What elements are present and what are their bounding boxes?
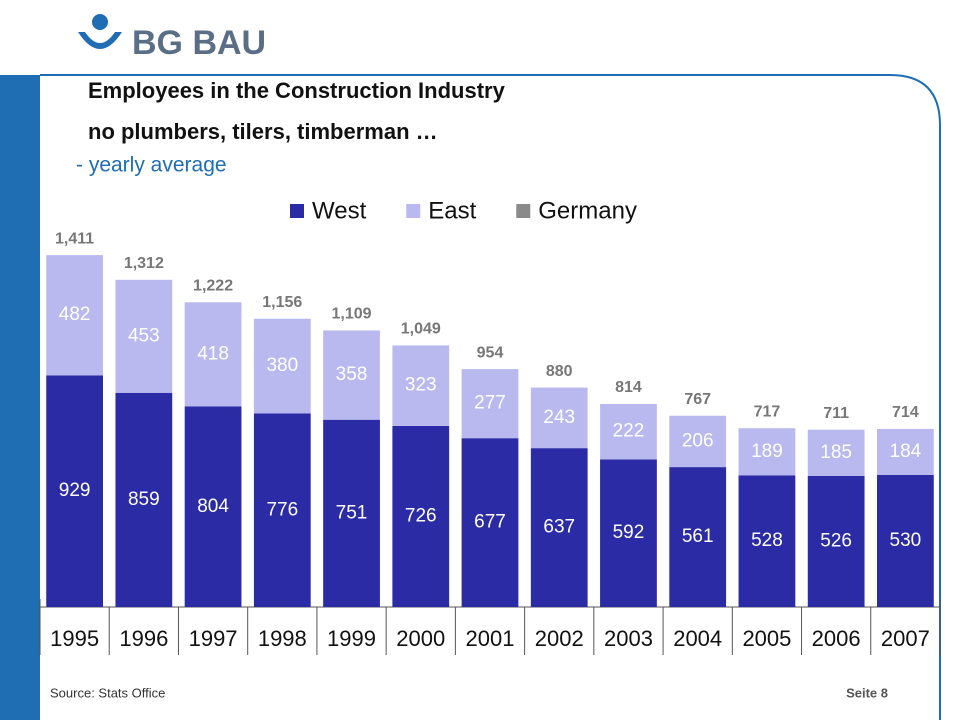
bar-segment	[184, 406, 242, 607]
bar-segment	[807, 429, 865, 476]
value-label: 453	[128, 325, 160, 346]
x-tick-label: 2007	[881, 626, 930, 651]
value-label: 243	[543, 407, 575, 428]
bar-segment	[669, 415, 727, 468]
bar-segment	[323, 419, 380, 607]
value-label: 184	[890, 441, 922, 462]
value-label: 418	[197, 343, 229, 364]
x-tick-label: 2005	[742, 626, 791, 651]
x-tick-label: 2000	[396, 626, 445, 651]
chart-title: Employees in the Construction Industry	[88, 78, 506, 103]
bar-segment	[530, 387, 588, 449]
x-tick-label: 1999	[327, 626, 376, 651]
x-tick-label: 1995	[50, 626, 99, 651]
total-label: 767	[684, 391, 711, 408]
legend-swatch	[406, 204, 421, 218]
value-label: 526	[820, 530, 852, 551]
logo-text: BG BAU	[132, 24, 266, 62]
legend-swatch	[290, 204, 304, 218]
x-tick-label: 2002	[535, 626, 584, 651]
bar-segment	[877, 474, 934, 607]
value-label: 637	[543, 517, 575, 538]
value-label: 751	[336, 502, 368, 523]
value-label: 482	[59, 304, 91, 325]
value-label: 189	[751, 441, 783, 462]
total-label: 1,049	[401, 321, 441, 338]
bar-segment	[115, 279, 173, 393]
bar-segment	[600, 404, 657, 460]
value-label: 358	[336, 364, 368, 385]
page-number: Seite 8	[846, 685, 888, 700]
legend-label: Germany	[538, 197, 637, 224]
chart-note: - yearly average	[76, 154, 227, 177]
bar-segment	[253, 318, 311, 414]
total-label: 1,411	[55, 230, 94, 247]
total-label: 714	[892, 404, 919, 421]
bar-segment	[184, 302, 242, 407]
side-stripe	[0, 75, 40, 720]
total-label: 1,222	[193, 277, 233, 294]
value-label: 561	[682, 526, 714, 547]
x-tick-label: 2001	[466, 626, 515, 651]
value-label: 929	[59, 480, 91, 501]
total-label: 717	[754, 403, 781, 420]
value-label: 206	[682, 430, 714, 451]
x-tick-label: 2006	[812, 626, 861, 651]
value-label: 726	[405, 505, 437, 526]
total-label: 1,156	[262, 294, 302, 311]
x-tick-label: 1998	[258, 626, 307, 651]
value-label: 804	[197, 496, 229, 517]
chart-subtitle: no plumbers, tilers, timberman …	[88, 119, 438, 144]
bar-segment	[461, 369, 519, 439]
source: Source: Stats Office	[50, 685, 165, 700]
bar-segment	[392, 345, 450, 426]
total-label: 814	[615, 379, 642, 396]
value-label: 528	[751, 530, 783, 551]
legend-label: West	[312, 197, 367, 224]
value-label: 185	[820, 442, 852, 463]
bar-segment	[46, 255, 103, 376]
value-label: 592	[613, 522, 645, 543]
bar-segment	[807, 475, 865, 607]
bar-segment	[530, 448, 588, 607]
value-label: 859	[128, 489, 160, 510]
bar-segment	[877, 428, 934, 475]
legend-swatch	[516, 204, 531, 218]
value-label: 323	[405, 375, 437, 396]
bar-segment	[46, 375, 103, 607]
bar-segment	[323, 330, 380, 420]
bar-segment	[738, 428, 796, 476]
bar-segment	[461, 438, 519, 607]
bar-segment	[738, 475, 796, 607]
bar-segment	[253, 413, 311, 607]
value-label: 277	[474, 393, 506, 414]
value-label: 530	[890, 530, 922, 551]
x-tick-label: 1996	[119, 626, 168, 651]
value-label: 380	[266, 355, 298, 376]
logo-emblem	[78, 14, 122, 49]
bar-segment	[600, 459, 657, 607]
bar-segment	[669, 467, 727, 607]
bar-segment	[115, 392, 173, 607]
total-label: 711	[823, 405, 849, 422]
frame	[40, 74, 941, 720]
total-label: 1,109	[332, 306, 372, 323]
legend-label: East	[428, 197, 476, 224]
value-label: 222	[613, 421, 645, 442]
value-label: 776	[266, 499, 298, 520]
x-tick-label: 2004	[673, 626, 722, 651]
x-tick-label: 1997	[189, 626, 238, 651]
value-label: 677	[474, 512, 506, 533]
total-label: 954	[477, 344, 504, 361]
total-label: 1,312	[124, 255, 164, 272]
total-label: 880	[546, 363, 573, 380]
x-tick-label: 2003	[604, 626, 653, 651]
bar-segment	[392, 425, 450, 607]
